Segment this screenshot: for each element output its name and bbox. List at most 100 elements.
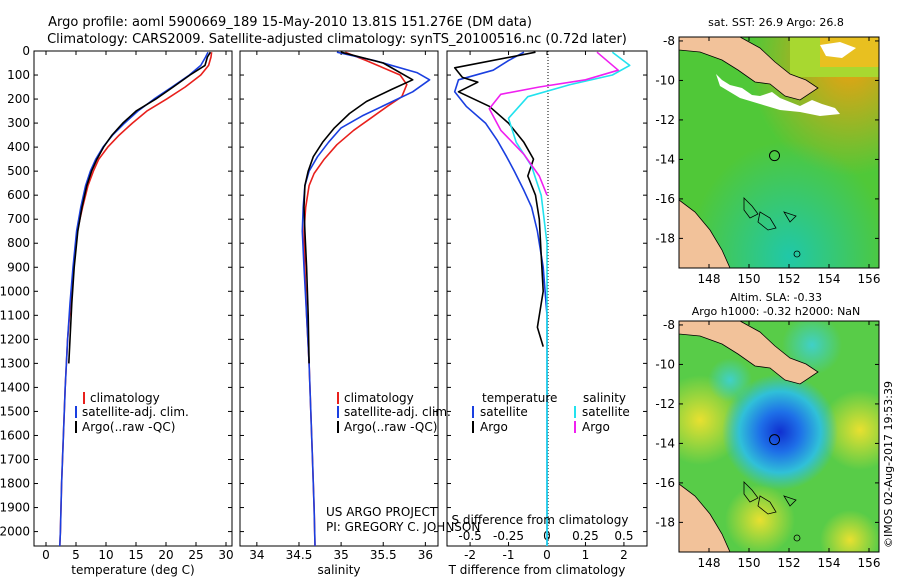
depth-tick-label: 1600	[0, 428, 30, 442]
salinity-depth-ticks	[240, 50, 438, 533]
x-tick-label: 20	[158, 548, 173, 562]
temperature-profiles	[59, 51, 213, 547]
sla-map-title-1: Altim. SLA: -0.33	[730, 291, 822, 304]
legend-satellite: satellite-adj. clim.	[344, 405, 451, 419]
x-tick-label: 34.5	[286, 548, 313, 562]
sst-map-title: sat. SST: 26.9 Argo: 26.8	[708, 16, 844, 29]
x-tick-label: 10	[98, 548, 113, 562]
depth-tick-label: 1300	[0, 356, 30, 370]
map-lon-label: 152	[778, 556, 801, 570]
sst-new-guinea-land	[679, 37, 819, 101]
sla-australia-land	[679, 483, 731, 552]
salinity-legend: climatology satellite-adj. clim. Argo(..…	[337, 391, 451, 434]
temperature-x-axis: 0 5 10 15 20 25 30	[42, 51, 234, 562]
s-difference-xlabel: S difference from climatology	[452, 513, 629, 527]
map-lat-label: -12	[655, 397, 675, 411]
map-lon-label: 154	[818, 556, 841, 570]
sla-map: Altim. SLA: -0.33 Argo h1000: -0.32 h200…	[655, 291, 880, 570]
map-lat-label: -18	[655, 515, 675, 529]
depth-tick-label: 1500	[0, 404, 30, 418]
temperature-axes-frame	[33, 50, 233, 547]
legend-t-satellite: satellite	[480, 405, 528, 419]
map-lat-label: -16	[655, 476, 675, 490]
sla-reef-islands	[743, 481, 797, 515]
depth-tick-label: 0	[22, 44, 30, 58]
depth-tick-label: 300	[7, 116, 30, 130]
sla-profile-location-marker	[769, 434, 781, 446]
map-lon-label: 156	[858, 556, 881, 570]
depth-axis: 0 100 200 300 400 500 600 700 800 900 1000 1100 1200…	[0, 44, 232, 539]
x-tick-label: 0	[543, 548, 551, 562]
x2-tick-label: -0.25	[493, 529, 524, 543]
depth-tick-label: 900	[7, 260, 30, 274]
sst-small-island	[793, 250, 801, 258]
x2-tick-label: -0.5	[458, 529, 481, 543]
depth-tick-label: 1900	[0, 501, 30, 515]
x-tick-label: 1	[582, 548, 590, 562]
series-line-satellite-adj-clim	[59, 51, 209, 547]
depth-tick-label: 1200	[0, 332, 30, 346]
series-line-argo-raw-qc	[68, 51, 212, 364]
map-lon-label: 154	[818, 272, 841, 286]
imos-credit: ©IMOS 02-Aug-2017 19:53:39	[882, 381, 895, 548]
x-tick-label: 34	[249, 548, 264, 562]
map-lat-label: -10	[655, 357, 675, 371]
map-lat-label: -14	[655, 152, 675, 166]
map-lat-label: -10	[655, 73, 675, 87]
map-lon-label: 150	[738, 272, 761, 286]
title-line-2: Climatology: CARS2009. Satellite-adjuste…	[47, 32, 627, 47]
temperature-panel: 0100200300400500600700800900100011001200…	[0, 44, 234, 577]
map-lon-label: 156	[858, 272, 881, 286]
legend-climatology: climatology	[90, 391, 160, 405]
sla-map-title-2: Argo h1000: -0.32 h2000: NaN	[692, 305, 861, 318]
map-lat-label: -14	[655, 436, 675, 450]
legend-satellite: satellite-adj. clim.	[82, 405, 189, 419]
difference-panel: -2 -1 0 1 2-0.5 -0.25 0 0.25 0.5 T difference fr…	[446, 50, 648, 577]
legend-argo: Argo(..raw -QC)	[344, 420, 437, 434]
legend-climatology: climatology	[344, 391, 414, 405]
sla-high-southeast	[820, 510, 879, 552]
depth-tick-label: 1800	[0, 477, 30, 491]
project-annotation: US ARGO PROJECT	[326, 505, 438, 519]
map-lon-label: 150	[738, 556, 761, 570]
map-lon-label: 152	[778, 272, 801, 286]
sst-profile-location-marker	[769, 150, 781, 162]
x-tick-label: 36	[418, 548, 433, 562]
depth-tick-label: 800	[7, 236, 30, 250]
x-tick-label: 15	[128, 548, 143, 562]
salinity-profiles	[301, 51, 431, 547]
legend-s-satellite: satellite	[582, 405, 630, 419]
depth-tick-label: 600	[7, 188, 30, 202]
map-lat-label: -16	[655, 192, 675, 206]
series-line-t-satellite	[453, 51, 548, 546]
series-line-climatology	[303, 51, 408, 547]
difference-depth-ticks	[447, 50, 647, 533]
legend-salinity-title: salinity	[583, 391, 626, 405]
x-tick-label: -1	[503, 548, 515, 562]
x-tick-label: 30	[218, 548, 233, 562]
title-line-1: Argo profile: aoml 5900669_189 15-May-20…	[48, 15, 532, 30]
depth-tick-label: 700	[7, 212, 30, 226]
x-tick-label: 2	[620, 548, 628, 562]
legend-temperature-title: temperature	[482, 391, 557, 405]
sla-map-ticks: -8 -10 -12 -14 -16 -18 148 150 152 154 156	[655, 318, 880, 570]
series-line-t-argo	[453, 51, 545, 347]
sst-reef-islands	[743, 197, 797, 231]
sst-cloud-mask-2	[820, 42, 856, 58]
pi-annotation: PI: GREGORY C. JOHNSON	[326, 520, 480, 534]
depth-tick-label: 100	[7, 68, 30, 82]
depth-tick-label: 2000	[0, 525, 30, 539]
map-lat-label: -8	[663, 34, 675, 48]
x-tick-label: 0	[42, 548, 50, 562]
depth-tick-label: 500	[7, 164, 30, 178]
t-difference-xlabel: T difference from climatology	[448, 563, 626, 577]
sla-new-guinea-land	[679, 321, 819, 385]
sst-australia-land	[679, 199, 731, 268]
series-line-satellite-adj-clim	[301, 51, 431, 547]
sst-map: sat. SST: 26.9 Argo: 26.8 -8 -10 -12 -14 -16…	[655, 16, 880, 286]
x2-tick-label: 0.5	[614, 529, 633, 543]
sla-map-frame	[678, 320, 880, 553]
salinity-x-axis: 34 34.5 35 35.5 36	[249, 51, 433, 562]
depth-tick-label: 1400	[0, 380, 30, 394]
